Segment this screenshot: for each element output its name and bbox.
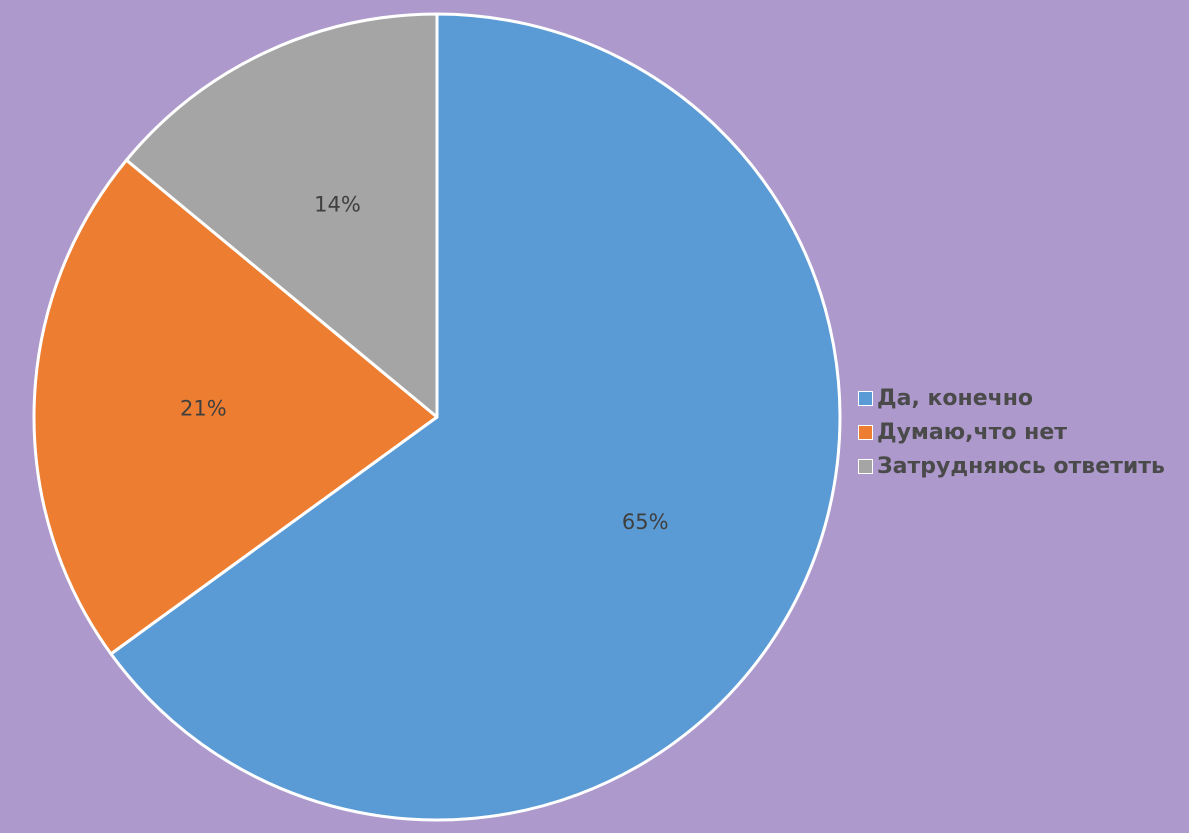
legend-item-no: Думаю,что нет (858, 415, 1165, 449)
pie-slice-no (32, 158, 439, 656)
legend-swatch-unsure (858, 458, 873, 474)
data-label-yes: 65% (622, 510, 669, 534)
pie-slice-yes (109, 12, 842, 822)
legend-label-yes: Да, конечно (877, 385, 1034, 411)
legend-swatch-yes (858, 390, 873, 406)
data-label-no: 21% (180, 397, 227, 421)
legend-item-unsure: Затрудняюсь ответить (858, 449, 1165, 483)
legend-item-yes: Да, конечно (858, 381, 1165, 415)
chart-legend: Да, конечно Думаю,что нет Затрудняюсь от… (858, 381, 1165, 483)
pie-data-labels: 65% 21% 14% (180, 193, 669, 535)
legend-swatch-no (858, 424, 873, 440)
data-label-unsure: 14% (314, 193, 361, 217)
pie-slice-unsure (124, 12, 439, 419)
pie-slices (32, 12, 842, 822)
legend-label-no: Думаю,что нет (877, 419, 1068, 445)
legend-label-unsure: Затрудняюсь ответить (877, 453, 1165, 479)
